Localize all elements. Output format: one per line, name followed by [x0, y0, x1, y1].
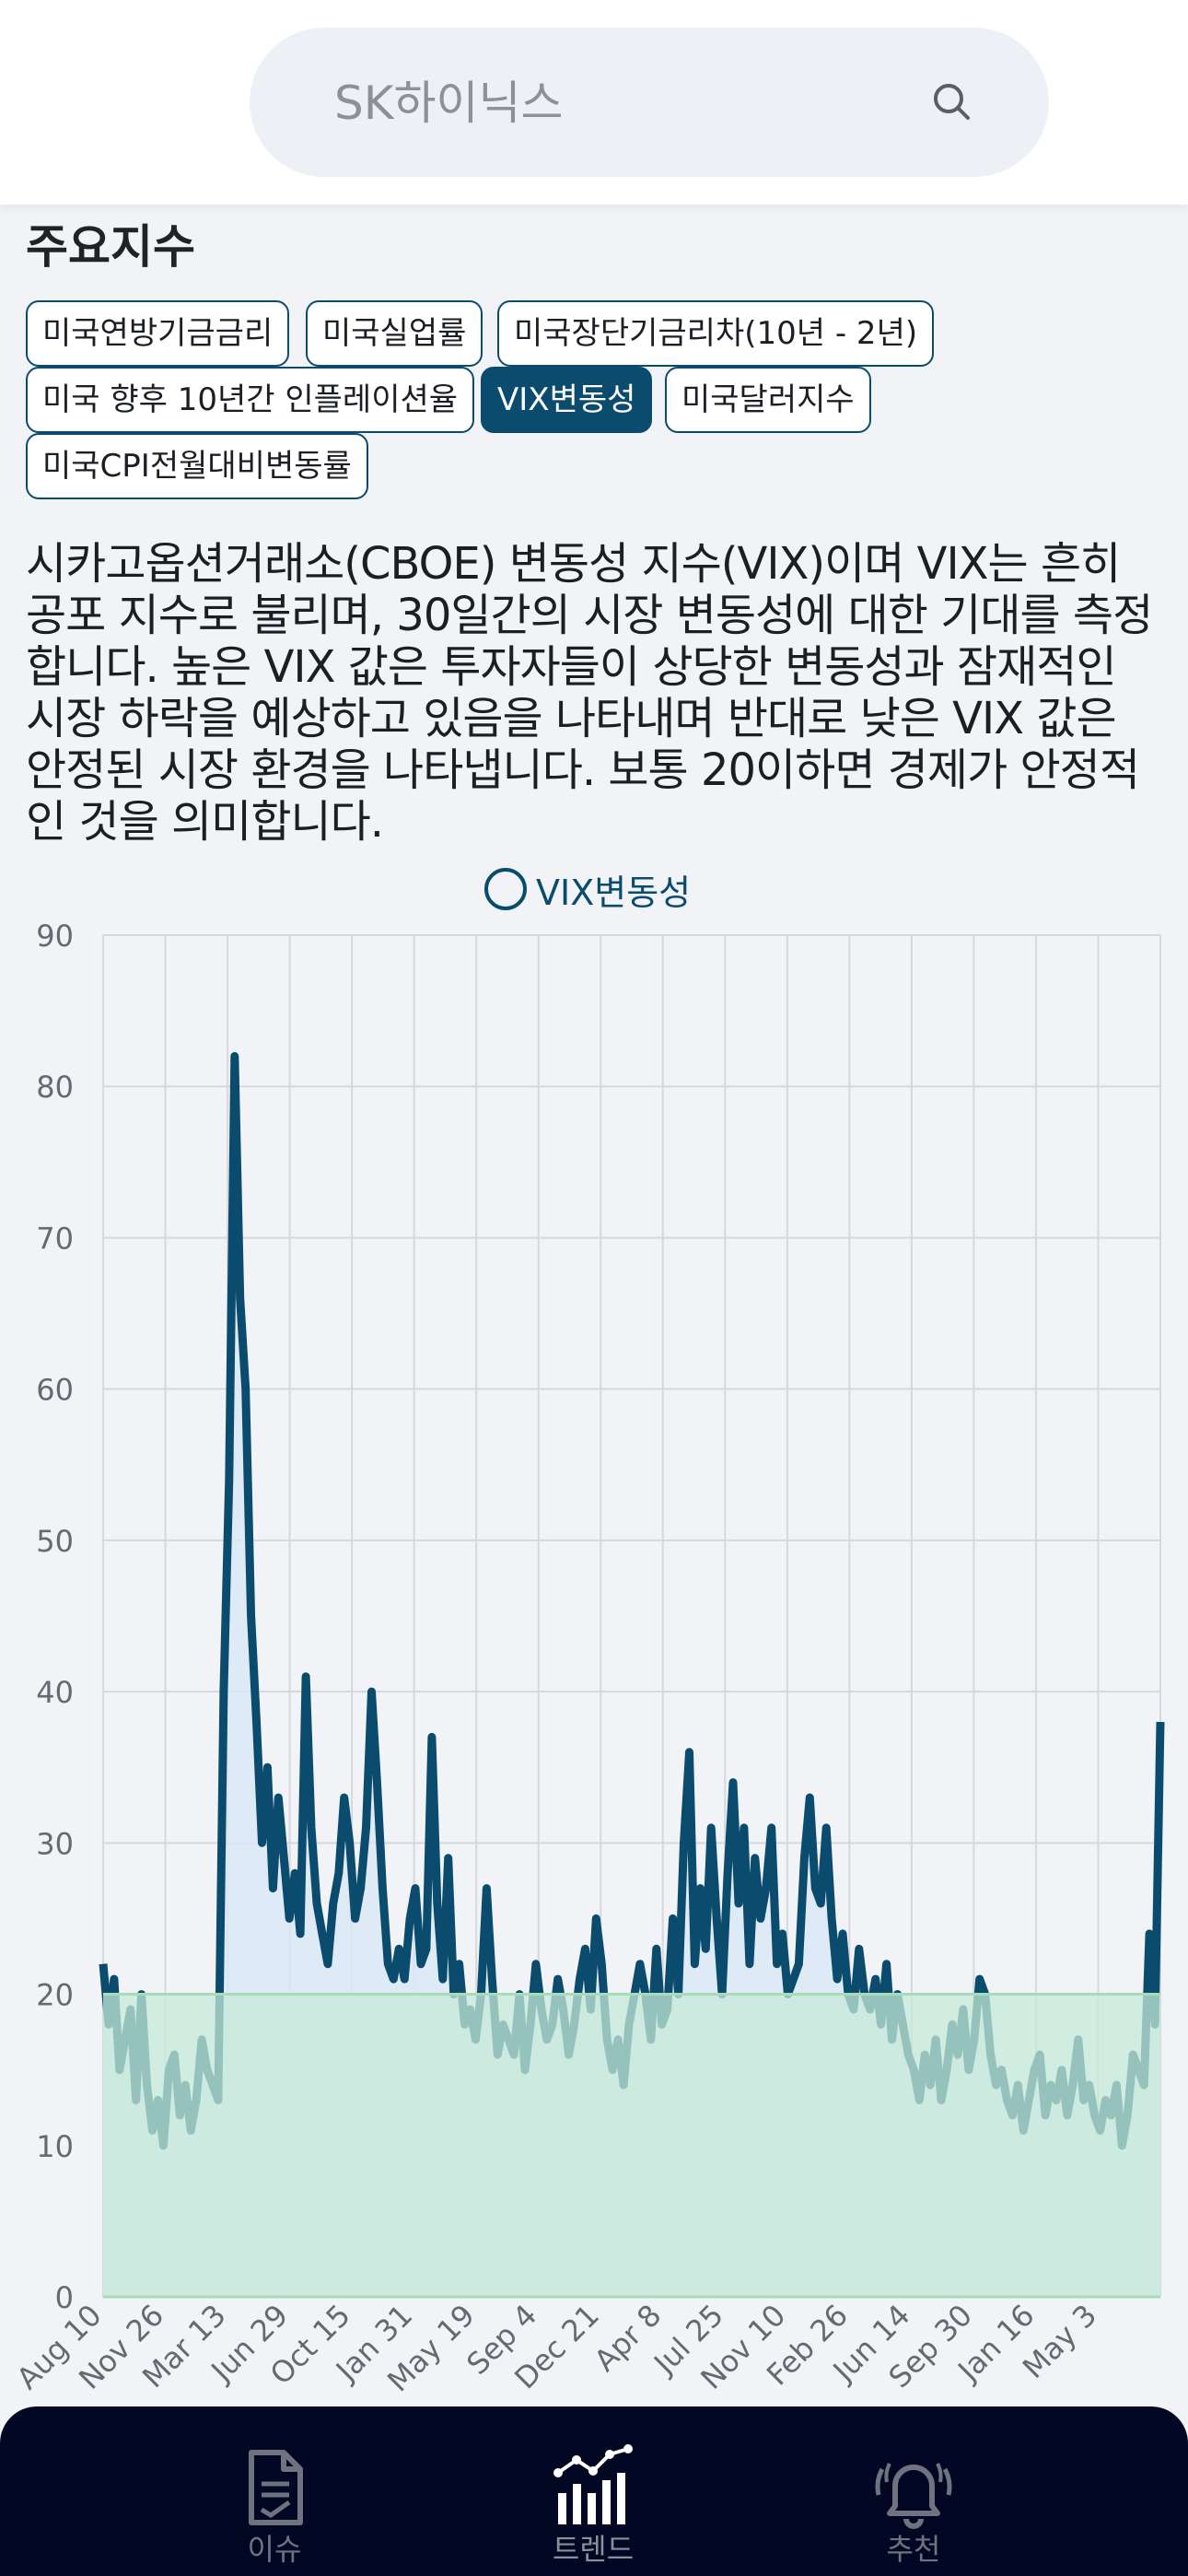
x-tick-label: Apr 8 — [588, 2298, 669, 2379]
chip-inflation-expectation[interactable]: 미국 향후 10년간 인플레이션율 — [26, 367, 475, 433]
document-icon — [228, 2441, 320, 2534]
y-tick-label: 80 — [36, 1070, 74, 1105]
y-tick-label: 60 — [36, 1373, 74, 1408]
search-input[interactable] — [332, 28, 907, 179]
y-tick-label: 70 — [36, 1221, 74, 1256]
nav-trends[interactable]: 트렌드 — [455, 2406, 731, 2576]
chip-dollar-index[interactable]: 미국달러지수 — [665, 367, 871, 433]
chip-unemployment[interactable]: 미국실업률 — [306, 300, 483, 367]
y-tick-label: 20 — [36, 1978, 74, 2013]
series-area — [103, 1056, 1160, 2297]
chip-fed-funds-rate[interactable]: 미국연방기금금리 — [26, 300, 290, 367]
legend-label: VIX변동성 — [536, 872, 692, 913]
threshold-band — [103, 1994, 1160, 2297]
index-description: 시카고옵션거래소(CBOE) 변동성 지수(VIX)이며 VIX는 흔히 공포 … — [26, 538, 1153, 848]
chip-vix[interactable]: VIX변동성 — [481, 367, 653, 433]
nav-issues-label: 이슈 — [247, 2532, 302, 2567]
nav-trends-label: 트렌드 — [552, 2532, 635, 2567]
trend-chart-icon — [547, 2441, 639, 2534]
bottom-navigation: 이슈 트렌드 — [0, 2406, 1188, 2576]
chip-yield-spread[interactable]: 미국장단기금리차(10년 - 2년) — [497, 300, 935, 367]
search-icon[interactable] — [929, 79, 975, 125]
section-title: 주요지수 — [26, 220, 195, 274]
chip-cpi-mom[interactable]: 미국CPI전월대비변동률 — [26, 433, 368, 499]
y-tick-label: 30 — [36, 1826, 74, 1861]
y-tick-label: 90 — [36, 919, 74, 954]
search-bar[interactable] — [250, 28, 1049, 179]
nav-issues[interactable]: 이슈 — [136, 2406, 413, 2576]
y-tick-label: 50 — [36, 1524, 74, 1559]
y-tick-label: 0 — [55, 2280, 74, 2315]
nav-recommend-label: 추천 — [886, 2532, 941, 2567]
nav-recommend[interactable]: 추천 — [775, 2406, 1052, 2576]
y-tick-label: 40 — [36, 1675, 74, 1710]
legend-swatch — [484, 868, 527, 910]
chart-legend[interactable]: VIX변동성 — [484, 861, 691, 917]
header — [0, 0, 1188, 205]
bell-icon — [868, 2441, 960, 2534]
y-tick-label: 10 — [36, 2129, 74, 2164]
